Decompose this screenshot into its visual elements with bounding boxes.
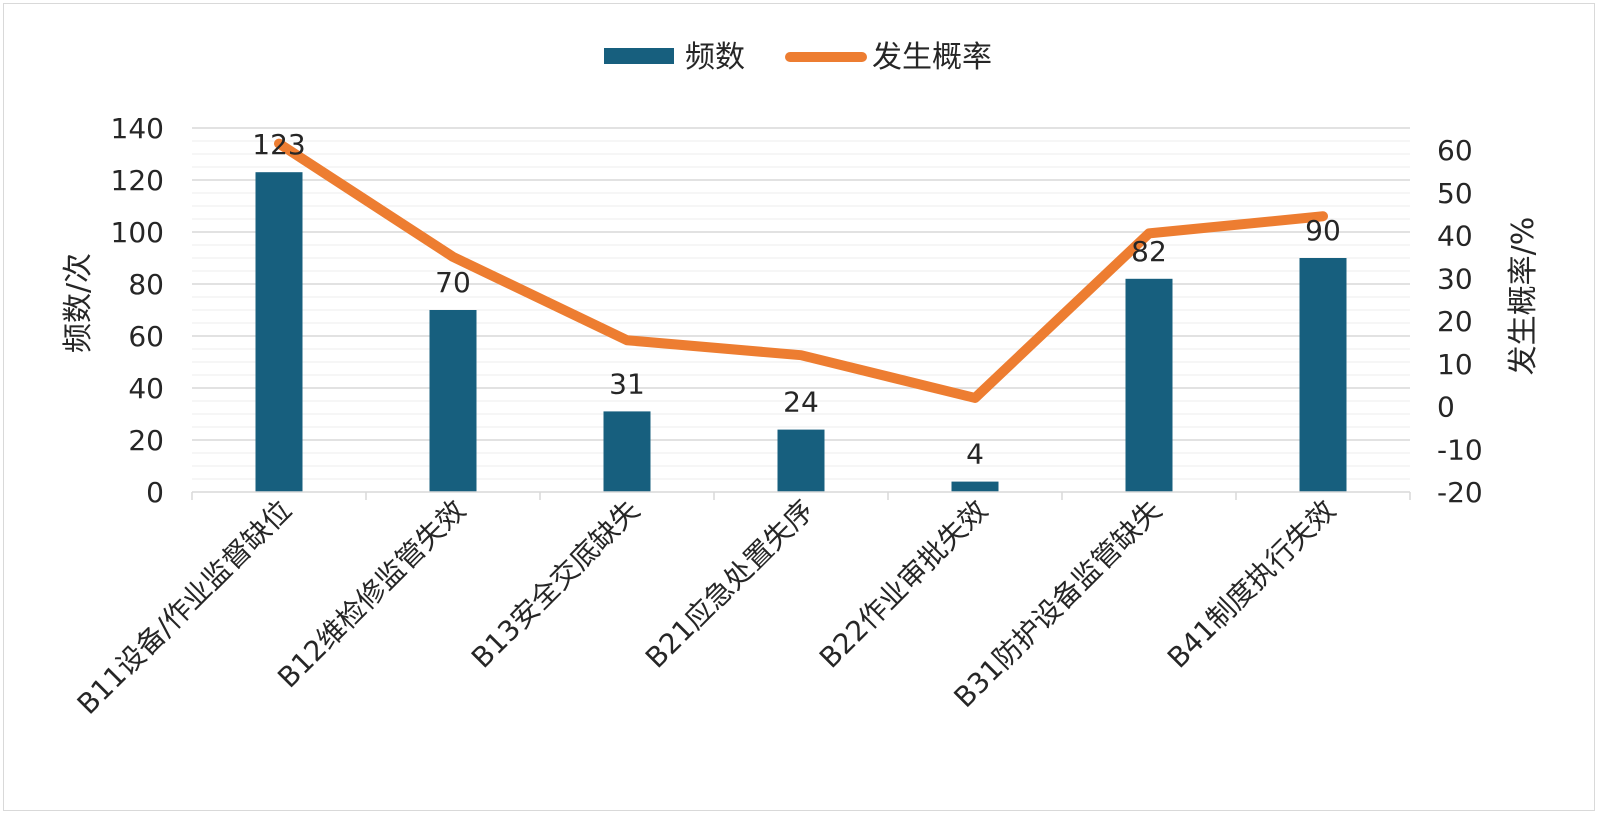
bar-1	[255, 172, 303, 492]
data-label-3: 31	[609, 367, 645, 400]
category-label-7: B41制度执行失效	[1161, 494, 1342, 675]
probability-point-2	[452, 255, 454, 258]
probability-line	[274, 138, 1328, 403]
left-tick-label: 140	[111, 112, 164, 145]
category-label-4: B21应急处置失序	[639, 494, 820, 675]
data-label-2: 70	[435, 266, 471, 299]
probability-point-7	[1322, 215, 1324, 218]
right-tick-label: -20	[1437, 476, 1483, 509]
probability-point-1	[278, 142, 280, 145]
category-label-2: B12维检修监管失效	[271, 494, 472, 695]
right-tick-label: 60	[1437, 134, 1473, 167]
right-tick-label: -10	[1437, 433, 1483, 466]
right-tick-label: 10	[1437, 348, 1473, 381]
left-tick-label: 100	[111, 216, 164, 249]
gridlines	[192, 127, 1410, 480]
category-label-3: B13安全交底缺失	[465, 494, 646, 675]
right-axis-title: 发生概率/%	[1506, 217, 1541, 376]
bar-3	[603, 411, 651, 492]
category-labels: B11设备/作业监督缺位B12维检修监管失效B13安全交底缺失B21应急处置失序…	[71, 494, 1342, 721]
bar-4	[777, 429, 825, 492]
bar-5	[951, 481, 999, 492]
bars	[255, 172, 1347, 492]
data-labels: 123 70 31 24 4 82 90	[252, 128, 1341, 470]
probability-point-6	[1148, 232, 1150, 235]
legend-bar-swatch	[604, 48, 674, 64]
legend: 频数 发生概率	[604, 40, 992, 75]
bar-7	[1299, 258, 1347, 492]
data-label-6: 82	[1131, 235, 1167, 268]
right-tick-label: 40	[1437, 220, 1473, 253]
left-axis-title: 频数/次	[61, 253, 96, 353]
left-tick-label: 40	[128, 372, 164, 405]
legend-line-label: 发生概率	[872, 40, 992, 75]
data-label-1: 123	[252, 128, 305, 161]
category-label-1: B11设备/作业监督缺位	[71, 494, 298, 721]
left-tick-label: 60	[128, 320, 164, 353]
right-tick-label: 20	[1437, 305, 1473, 338]
left-tick-label: 20	[128, 424, 164, 457]
category-label-5: B22作业审批失效	[813, 494, 994, 675]
right-tick-label: 50	[1437, 177, 1473, 210]
probability-point-3	[626, 339, 628, 342]
left-y-ticks: 0 20 40 60 80 100 120 140	[111, 112, 164, 509]
data-label-4: 24	[783, 386, 819, 419]
right-tick-label: 0	[1437, 391, 1455, 424]
left-tick-label: 0	[146, 476, 164, 509]
left-tick-label: 80	[128, 268, 164, 301]
probability-point-5	[974, 396, 976, 399]
bar-6	[1125, 278, 1173, 492]
bar-2	[429, 310, 477, 492]
probability-point-4	[800, 354, 802, 357]
legend-bar-label: 频数	[685, 40, 745, 75]
data-label-7: 90	[1305, 214, 1341, 247]
left-tick-label: 120	[111, 164, 164, 197]
x-axis	[191, 491, 1411, 500]
right-tick-label: 30	[1437, 262, 1473, 295]
right-y-ticks: -20 -10 0 10 20 30 40 50 60	[1437, 134, 1483, 509]
data-label-5: 4	[966, 438, 984, 471]
